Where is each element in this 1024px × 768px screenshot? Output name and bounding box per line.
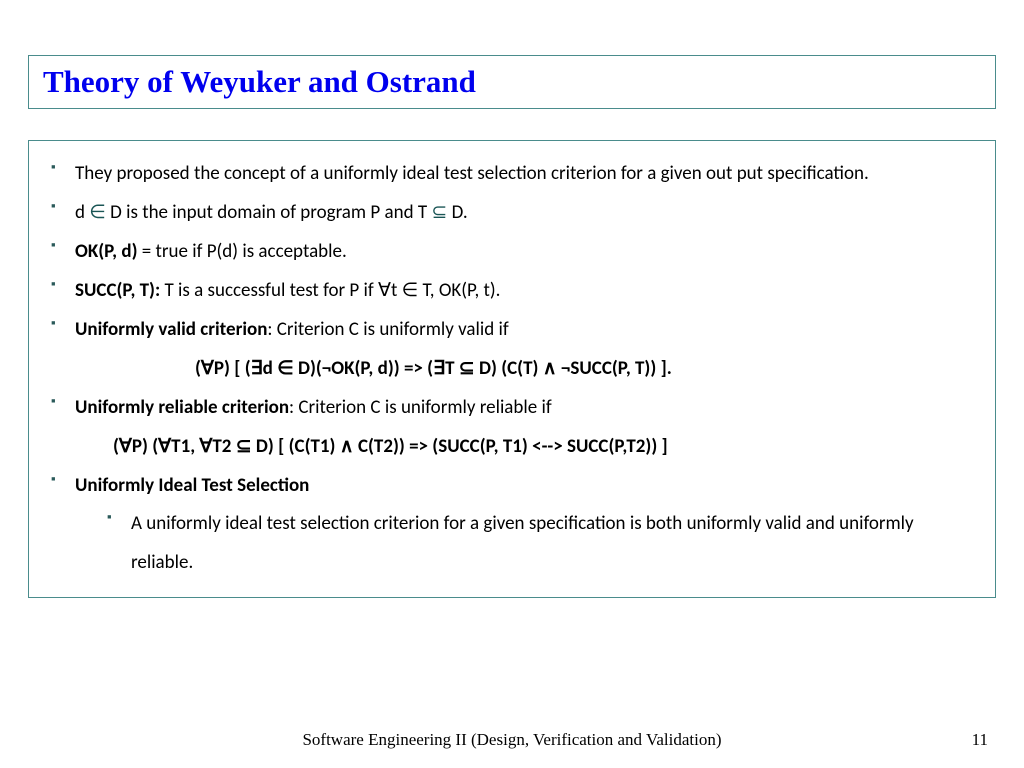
formula-valid-criterion: (∀P) [ (∃d ∈ D)(¬OK(P, d)) => (∃T ⊆ D) (…: [75, 350, 977, 389]
content-container: They proposed the concept of a uniformly…: [28, 140, 996, 598]
text-fragment: : Criterion C is uniformly reliable if: [289, 396, 552, 419]
subset-symbol: ⊆: [431, 201, 447, 224]
text-fragment: : Criterion C is uniformly valid if: [267, 318, 508, 341]
bullet-item: Uniformly reliable criterion: Criterion …: [47, 389, 977, 467]
text-fragment: = true if P(d) is acceptable.: [138, 240, 347, 263]
bullet-item: Uniformly valid criterion: Criterion C i…: [47, 311, 977, 389]
main-bullet-list: They proposed the concept of a uniformly…: [47, 155, 977, 583]
sub-bullet-list: A uniformly ideal test selection criteri…: [75, 505, 977, 583]
bold-term: Uniformly reliable criterion: [75, 396, 289, 419]
text-fragment: D.: [447, 201, 467, 224]
bold-term: Uniformly Ideal Test Selection: [75, 474, 309, 497]
bullet-item: OK(P, d) = true if P(d) is acceptable.: [47, 233, 977, 272]
page-number: 11: [972, 730, 988, 750]
sub-bullet-text: A uniformly ideal test selection criteri…: [131, 512, 914, 574]
bullet-text: They proposed the concept of a uniformly…: [75, 162, 869, 185]
title-container: Theory of Weyuker and Ostrand: [28, 55, 996, 109]
footer-text: Software Engineering II (Design, Verific…: [0, 730, 1024, 750]
text-fragment: T is a successful test for P if ∀t ∈ T, …: [160, 279, 500, 302]
bullet-item: SUCC(P, T): T is a successful test for P…: [47, 272, 977, 311]
bullet-item: d ∈ D is the input domain of program P a…: [47, 194, 977, 233]
text-fragment: D is the input domain of program P and T: [106, 201, 432, 224]
text-fragment: d: [75, 201, 89, 224]
element-of-symbol: ∈: [89, 201, 106, 224]
bullet-item: Uniformly Ideal Test Selection A uniform…: [47, 467, 977, 584]
slide-title: Theory of Weyuker and Ostrand: [43, 64, 981, 100]
sub-bullet-item: A uniformly ideal test selection criteri…: [103, 505, 977, 583]
bold-term: Uniformly valid criterion: [75, 318, 267, 341]
bold-term: SUCC(P, T):: [75, 279, 160, 302]
bullet-item: They proposed the concept of a uniformly…: [47, 155, 977, 194]
bold-term: OK(P, d): [75, 240, 138, 263]
formula-reliable-criterion: (∀P) (∀T1, ∀T2 ⊆ D) [ (C(T1) ∧ C(T2)) =>…: [75, 428, 977, 467]
